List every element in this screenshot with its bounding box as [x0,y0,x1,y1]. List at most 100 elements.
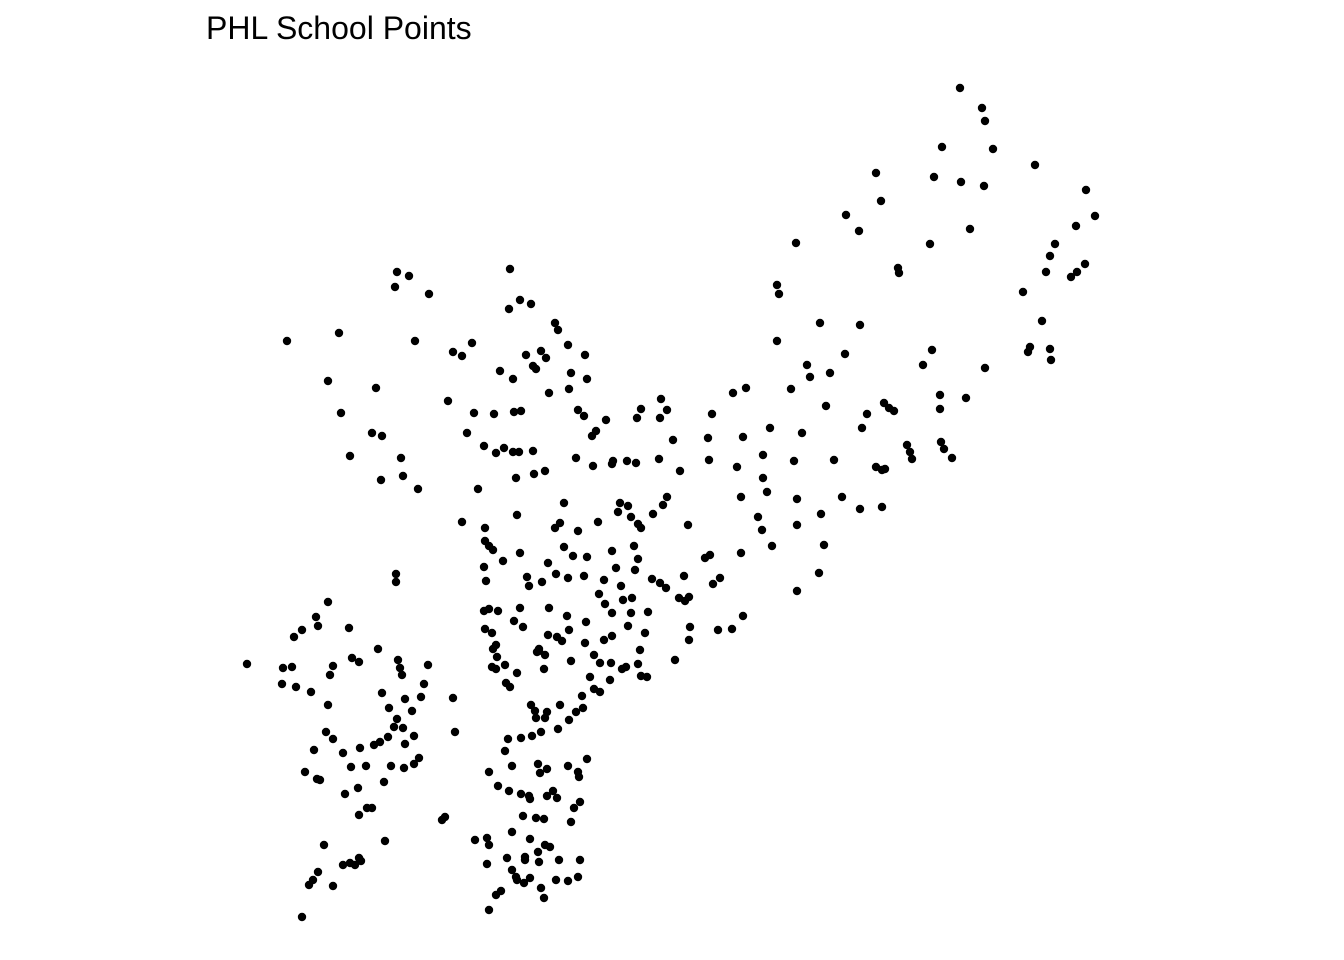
school-point [524,581,534,591]
school-point [573,405,583,415]
school-point [630,565,640,575]
school-point [708,579,718,589]
school-point [509,616,519,626]
school-point [309,745,319,755]
school-point [504,786,514,796]
school-point [323,700,333,710]
map-title: PHL School Points [206,10,472,46]
school-point [589,650,599,660]
school-point [541,353,551,363]
school-point [1018,287,1028,297]
school-point [448,693,458,703]
school-point [533,847,543,857]
school-point [391,577,401,587]
school-point [462,428,472,438]
school-point [580,350,590,360]
school-point [491,448,501,458]
school-point [313,867,323,877]
school-point [377,431,387,441]
school-point [574,772,584,782]
school-point [479,562,489,572]
school-point [936,437,946,447]
school-point [562,611,572,621]
school-point [741,383,751,393]
school-point [593,517,603,527]
school-point [980,116,990,126]
school-point [797,428,807,438]
school-point [684,635,694,645]
school-point [841,210,851,220]
school-point [395,663,405,673]
school-point [605,675,615,685]
school-point [789,456,799,466]
school-point [277,679,287,689]
school-point [539,893,549,903]
school-point [555,700,565,710]
school-point [328,734,338,744]
school-point [300,767,310,777]
school-point [792,520,802,530]
school-point [599,635,609,645]
school-point [1041,267,1051,277]
school-point [398,723,408,733]
school-point [515,548,525,558]
school-point [580,638,590,648]
school-point [554,855,564,865]
school-point [791,238,801,248]
school-point [334,328,344,338]
school-point [323,597,333,607]
school-point [530,706,540,716]
school-point [537,577,547,587]
school-point [479,606,489,616]
school-point [633,659,643,669]
school-point [539,664,549,674]
school-point [409,731,419,741]
school-point [1090,211,1100,221]
school-point [573,526,583,536]
school-point [508,374,518,384]
school-point [551,875,561,885]
school-point [492,652,502,662]
school-point [595,658,605,668]
school-point [736,548,746,558]
school-point [540,466,550,476]
school-point [504,304,514,314]
school-point [929,172,939,182]
school-point [622,456,632,466]
school-point [392,714,402,724]
school-point [528,446,538,456]
school-point [347,653,357,663]
school-point [502,853,512,863]
school-point [499,443,509,453]
school-point [772,280,782,290]
school-point [328,881,338,891]
school-point [648,509,658,519]
school-point [635,645,645,655]
school-point [571,453,581,463]
school-point [516,789,526,799]
school-point [700,553,710,563]
school-point [636,523,646,533]
school-point [282,336,292,346]
school-point [419,679,429,689]
school-point [480,624,490,634]
school-point [346,762,356,772]
school-point [579,571,589,581]
school-point [937,142,947,152]
school-point [345,451,355,461]
school-point [389,722,399,732]
school-point [520,855,530,865]
school-point [531,364,541,374]
school-point [819,540,829,550]
school-point [918,360,928,370]
school-point [336,408,346,418]
school-point [390,282,400,292]
school-point [956,177,966,187]
school-point [553,325,563,335]
school-point [961,393,971,403]
school-point [355,743,365,753]
school-point [857,423,867,433]
school-point [519,878,529,888]
school-point [515,295,525,305]
school-point [979,181,989,191]
